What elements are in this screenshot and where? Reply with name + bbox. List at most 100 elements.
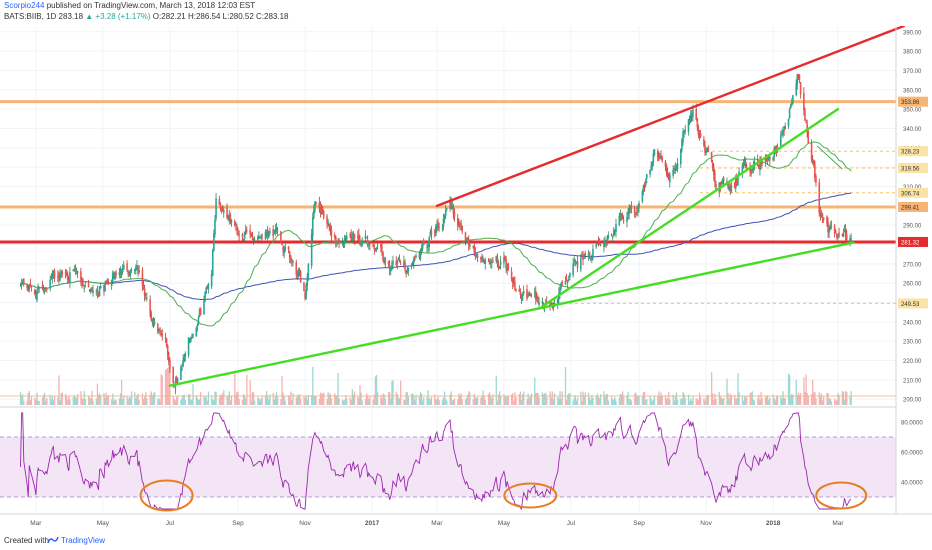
- volume-bar: [142, 398, 145, 405]
- candle-body: [660, 155, 662, 157]
- candle-body: [818, 182, 821, 214]
- volume-bar: [636, 396, 638, 405]
- volume-bar: [434, 394, 436, 405]
- volume-bar: [369, 396, 371, 405]
- candle-body: [444, 210, 447, 216]
- volume-bar: [311, 395, 313, 405]
- volume-bar: [457, 399, 459, 405]
- volume-bar: [487, 393, 490, 405]
- volume-bar: [45, 400, 47, 405]
- volume-bar: [497, 394, 500, 405]
- volume-bar: [551, 391, 553, 405]
- volume-bar: [211, 396, 213, 405]
- volume-bar: [583, 395, 585, 405]
- symbol-label[interactable]: BATS:BIIB, 1D: [4, 12, 57, 21]
- volume-bar: [542, 394, 545, 405]
- volume-bar: [203, 395, 205, 405]
- candle-body: [728, 186, 730, 191]
- candle-body: [744, 161, 747, 167]
- candle-body: [27, 289, 29, 292]
- price-tick-label: 230.00: [903, 340, 922, 346]
- volume-bar: [773, 398, 775, 405]
- candle-body: [766, 157, 769, 161]
- volume-bar: [95, 398, 97, 405]
- volume-bar: [190, 399, 192, 405]
- volume-bar: [120, 379, 123, 405]
- candle-body: [65, 272, 68, 277]
- volume-bar: [436, 398, 438, 405]
- volume-bar: [751, 391, 753, 405]
- volume-bar: [815, 398, 817, 405]
- volume-bar: [620, 394, 623, 405]
- candle-body: [652, 153, 655, 163]
- volume-bar: [220, 395, 223, 405]
- candle-body: [189, 337, 192, 342]
- volume-bar: [327, 392, 329, 405]
- volume-bar: [605, 394, 607, 405]
- volume-bar: [846, 392, 848, 405]
- candle-body: [142, 284, 145, 288]
- candle-body: [133, 269, 136, 272]
- candle-body: [128, 275, 131, 277]
- candle-body: [606, 237, 609, 242]
- candle-body: [275, 228, 278, 231]
- volume-bar: [676, 399, 679, 405]
- volume-bar: [80, 391, 82, 405]
- volume-bar: [603, 391, 605, 405]
- candle-body: [675, 168, 678, 171]
- candle-body: [537, 299, 539, 303]
- candle-body: [804, 109, 806, 121]
- candle-body: [82, 283, 84, 287]
- volume-bar: [850, 391, 852, 405]
- price-tick-label: 390.00: [903, 30, 922, 36]
- candle-body: [144, 297, 147, 299]
- candle-body: [191, 336, 193, 339]
- candle-body: [584, 253, 587, 257]
- candle-body: [618, 215, 621, 225]
- volume-bar: [260, 398, 262, 405]
- volume-bar: [473, 393, 475, 405]
- candle-body: [197, 317, 200, 324]
- volume-bar: [330, 398, 333, 405]
- volume-bar: [166, 368, 168, 405]
- candle-body: [99, 285, 102, 289]
- candle-body: [536, 297, 538, 299]
- candle-body: [449, 201, 451, 209]
- candle-body: [737, 176, 739, 186]
- volume-bar: [792, 394, 794, 405]
- volume-bar: [691, 400, 693, 405]
- candle-body: [445, 208, 448, 210]
- volume-bar: [467, 394, 469, 405]
- volume-bar: [281, 376, 283, 405]
- candle-body: [326, 216, 328, 225]
- candle-body: [619, 212, 622, 216]
- volume-bar: [367, 395, 369, 405]
- price-label-text: 306.74: [901, 191, 920, 197]
- candle-body: [172, 366, 175, 384]
- candle-body: [90, 289, 92, 290]
- volume-bar: [695, 398, 697, 405]
- volume-bar: [35, 399, 37, 405]
- volume-bar: [207, 391, 210, 405]
- volume-bar: [259, 400, 261, 405]
- volume-bar: [534, 377, 536, 405]
- tradingview-link[interactable]: TradingView: [61, 536, 106, 545]
- candle-body: [706, 149, 708, 151]
- volume-bar: [64, 393, 67, 405]
- volume-bar: [550, 397, 552, 405]
- volume-bar: [649, 396, 651, 405]
- date-tick-label: Mar: [30, 520, 42, 527]
- candle-body: [459, 224, 461, 226]
- candle-body: [383, 258, 385, 262]
- candle-body: [252, 237, 255, 240]
- publish-info: Scorpio244 published on TradingView.com,…: [4, 1, 255, 10]
- author-link[interactable]: Scorpio244: [4, 1, 45, 10]
- candle-body: [707, 147, 710, 152]
- candle-body: [44, 288, 47, 290]
- volume-bar: [365, 393, 368, 405]
- candle-body: [314, 201, 316, 211]
- chart-area[interactable]: 200.00210.00220.00230.00240.00250.00260.…: [0, 26, 932, 532]
- candle-body: [399, 263, 402, 265]
- axes: 200.00210.00220.00230.00240.00250.00260.…: [0, 26, 932, 527]
- volume-bar: [834, 398, 836, 405]
